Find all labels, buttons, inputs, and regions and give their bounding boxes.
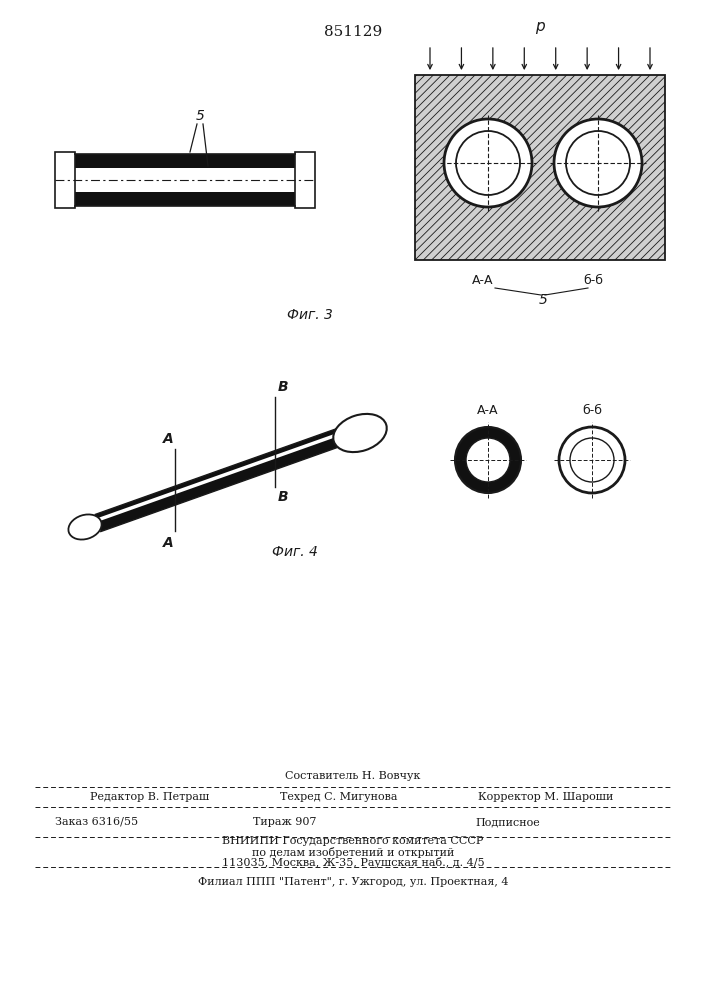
Bar: [75, 192, 295, 206]
Text: б-б: б-б: [583, 273, 603, 286]
Text: Фиг. 3: Фиг. 3: [287, 308, 333, 322]
Text: Техред С. Мигунова: Техред С. Мигунова: [280, 792, 397, 802]
Text: Фиг. 4: Фиг. 4: [272, 545, 318, 559]
Text: Корректор М. Шароши: Корректор М. Шароши: [478, 792, 614, 802]
Text: А-А: А-А: [472, 273, 493, 286]
Circle shape: [559, 427, 625, 493]
Bar: [415, 75, 665, 260]
Text: A: A: [163, 432, 173, 446]
Circle shape: [554, 119, 642, 207]
Text: Составитель Н. Вовчук: Составитель Н. Вовчук: [286, 771, 421, 781]
Text: 5: 5: [539, 293, 547, 307]
Bar: [75, 168, 295, 192]
Text: B: B: [278, 490, 288, 504]
Text: Заказ 6316/55: Заказ 6316/55: [55, 817, 138, 827]
Text: p: p: [535, 19, 545, 34]
Circle shape: [444, 119, 532, 207]
Ellipse shape: [69, 514, 102, 540]
Bar: [55, 152, 75, 208]
Circle shape: [455, 427, 521, 493]
Text: по делам изобретений и открытий: по делам изобретений и открытий: [252, 846, 454, 857]
Bar: [415, 75, 665, 260]
Bar: [75, 154, 295, 168]
Text: б-б: б-б: [582, 404, 602, 418]
Text: 5: 5: [196, 109, 204, 123]
Circle shape: [466, 438, 510, 482]
Text: А-А: А-А: [477, 404, 498, 418]
Polygon shape: [95, 428, 343, 532]
Text: Редактор В. Петраш: Редактор В. Петраш: [90, 792, 209, 802]
Text: ВНИИПИ Государственного комитета СССР: ВНИИПИ Государственного комитета СССР: [222, 836, 484, 846]
Text: B: B: [278, 380, 288, 394]
Ellipse shape: [333, 414, 387, 452]
Text: Подписное: Подписное: [475, 817, 539, 827]
Bar: [295, 152, 315, 208]
Text: Тираж 907: Тираж 907: [253, 817, 317, 827]
Text: A: A: [163, 536, 173, 550]
Text: 851129: 851129: [324, 25, 382, 39]
Text: Филиал ППП "Патент", г. Ужгород, ул. Проектная, 4: Филиал ППП "Патент", г. Ужгород, ул. Про…: [198, 877, 508, 887]
Text: 113035, Москва, Ж-35, Раушская наб., д. 4/5: 113035, Москва, Ж-35, Раушская наб., д. …: [222, 857, 484, 868]
